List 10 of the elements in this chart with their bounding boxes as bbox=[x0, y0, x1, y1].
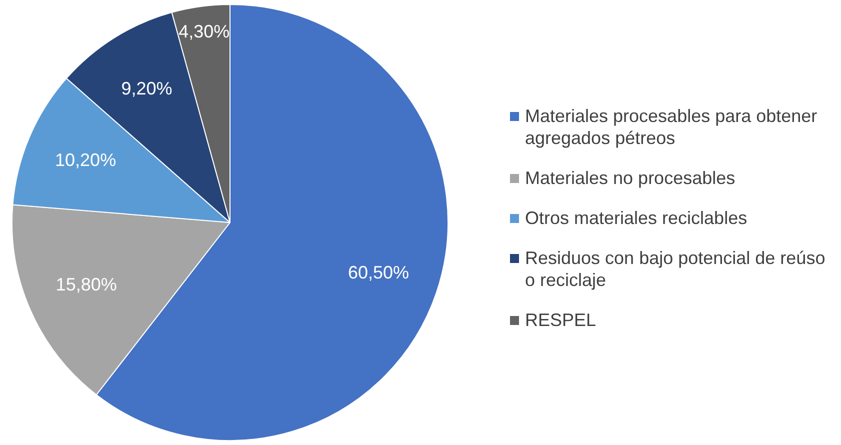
data-label: 4,30% bbox=[178, 21, 230, 42]
legend-label: Residuos con bajo potencial de reúso o reciclaje bbox=[525, 247, 826, 291]
legend-label: Otros materiales reciclables bbox=[525, 207, 748, 229]
legend-label: Materiales procesables para obtener agregados pétreos bbox=[525, 105, 818, 149]
data-label: 10,20% bbox=[55, 150, 116, 170]
legend-label: RESPEL bbox=[525, 309, 596, 331]
data-label: 60,50% bbox=[348, 262, 410, 282]
data-label: 15,80% bbox=[56, 274, 117, 295]
data-label: 9,20% bbox=[121, 78, 172, 98]
legend-label: Materiales no procesables bbox=[525, 167, 736, 189]
